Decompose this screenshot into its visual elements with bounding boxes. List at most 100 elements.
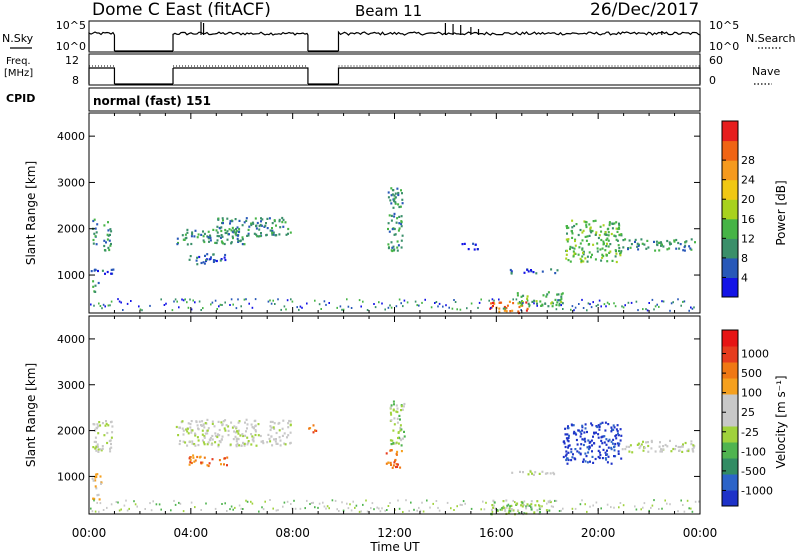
echo-cell <box>603 303 606 306</box>
echo-cell <box>605 438 608 441</box>
echo-cell <box>259 223 262 227</box>
echo-cell <box>488 299 490 302</box>
echo-cell <box>107 234 110 237</box>
echo-cell <box>221 235 224 238</box>
echo-cell <box>328 302 330 304</box>
echo-cell <box>491 298 494 301</box>
echo-cell <box>339 305 342 308</box>
ytick-label-3: 4000 <box>57 130 85 143</box>
echo-cell <box>616 442 619 445</box>
echo-cell <box>403 430 405 433</box>
echo-cell <box>510 504 513 507</box>
echo-cell <box>255 227 258 230</box>
echo-cell <box>605 458 608 461</box>
echo-cell <box>242 508 244 510</box>
echo-cell <box>588 223 591 226</box>
echo-cell <box>220 236 222 239</box>
echo-cell <box>274 440 277 443</box>
echo-cell <box>94 479 97 482</box>
echo-cell <box>388 230 391 233</box>
colorbar-bin-6 <box>722 394 738 411</box>
echo-cell <box>246 423 249 426</box>
echo-cell <box>482 500 484 503</box>
echo-cell <box>393 423 396 426</box>
echo-cell <box>575 223 578 226</box>
echo-cell <box>501 507 504 510</box>
echo-cell <box>400 221 403 224</box>
echo-cell <box>250 223 253 227</box>
ytick-label-2: 3000 <box>57 379 85 392</box>
echo-cell <box>237 230 240 234</box>
echo-cell <box>584 452 587 455</box>
echo-cell <box>218 428 221 432</box>
echo-cell <box>391 193 394 196</box>
echo-cell <box>243 221 246 224</box>
echo-cell <box>571 507 574 510</box>
echo-cell <box>654 305 657 308</box>
echo-cell <box>573 430 576 433</box>
echo-cell <box>574 306 577 309</box>
echo-cell <box>396 421 399 424</box>
echo-cell <box>97 450 100 453</box>
echo-cell <box>272 507 274 510</box>
echo-cell <box>192 456 195 459</box>
echo-cell <box>609 250 612 253</box>
echo-cell <box>630 243 633 246</box>
echo-cell <box>209 436 212 440</box>
echo-cell <box>334 499 337 502</box>
echo-cell <box>526 299 529 302</box>
echo-cell <box>218 235 221 238</box>
echo-cell <box>325 303 327 306</box>
echo-cell <box>216 225 219 228</box>
echo-cell <box>686 499 689 502</box>
echo-cell <box>612 438 615 441</box>
echo-cell <box>614 249 617 252</box>
echo-cell <box>529 470 532 473</box>
echo-cell <box>385 452 388 455</box>
echo-cell <box>387 196 390 199</box>
echo-cell <box>582 460 584 463</box>
echo-cell <box>580 443 583 446</box>
echo-cell <box>179 426 181 429</box>
echo-cell <box>448 306 450 309</box>
echo-cell <box>387 306 390 309</box>
echo-cell <box>229 508 231 511</box>
echo-cell <box>281 427 284 430</box>
echo-cell <box>593 431 595 434</box>
echo-cell <box>577 233 580 237</box>
echo-cell <box>222 222 224 225</box>
echo-cell <box>615 428 618 431</box>
echo-cell <box>245 298 247 301</box>
echo-cell <box>312 431 315 434</box>
echo-cell <box>658 241 661 244</box>
echo-cell <box>588 445 591 448</box>
echo-cell <box>251 438 254 441</box>
echo-cell <box>572 255 575 258</box>
echo-cell <box>572 453 574 456</box>
echo-cell <box>611 442 614 445</box>
echo-cell <box>565 238 568 241</box>
echo-cell <box>109 447 111 450</box>
colorbar-bin-8 <box>722 362 738 379</box>
echo-cell <box>582 443 585 447</box>
echo-cell <box>692 446 695 449</box>
freq-left-tick-top: 12 <box>65 54 79 67</box>
echo-cell <box>242 434 245 438</box>
echo-cell <box>234 431 237 434</box>
echo-cell <box>227 425 230 428</box>
echo-cell <box>683 510 686 513</box>
colorbar-bin-1 <box>722 257 738 278</box>
echo-cell <box>192 299 194 302</box>
echo-cell <box>239 239 242 242</box>
echo-region-7 <box>387 187 404 253</box>
echo-cell <box>442 305 444 308</box>
echo-cell <box>629 444 632 447</box>
echo-cell <box>397 463 399 466</box>
echo-cell <box>552 302 554 305</box>
echo-cell <box>525 505 527 508</box>
echo-cell <box>207 464 210 468</box>
echo-cell <box>94 485 97 488</box>
echo-cell <box>252 436 255 439</box>
echo-cell <box>103 434 106 437</box>
echo-cell <box>598 234 601 237</box>
